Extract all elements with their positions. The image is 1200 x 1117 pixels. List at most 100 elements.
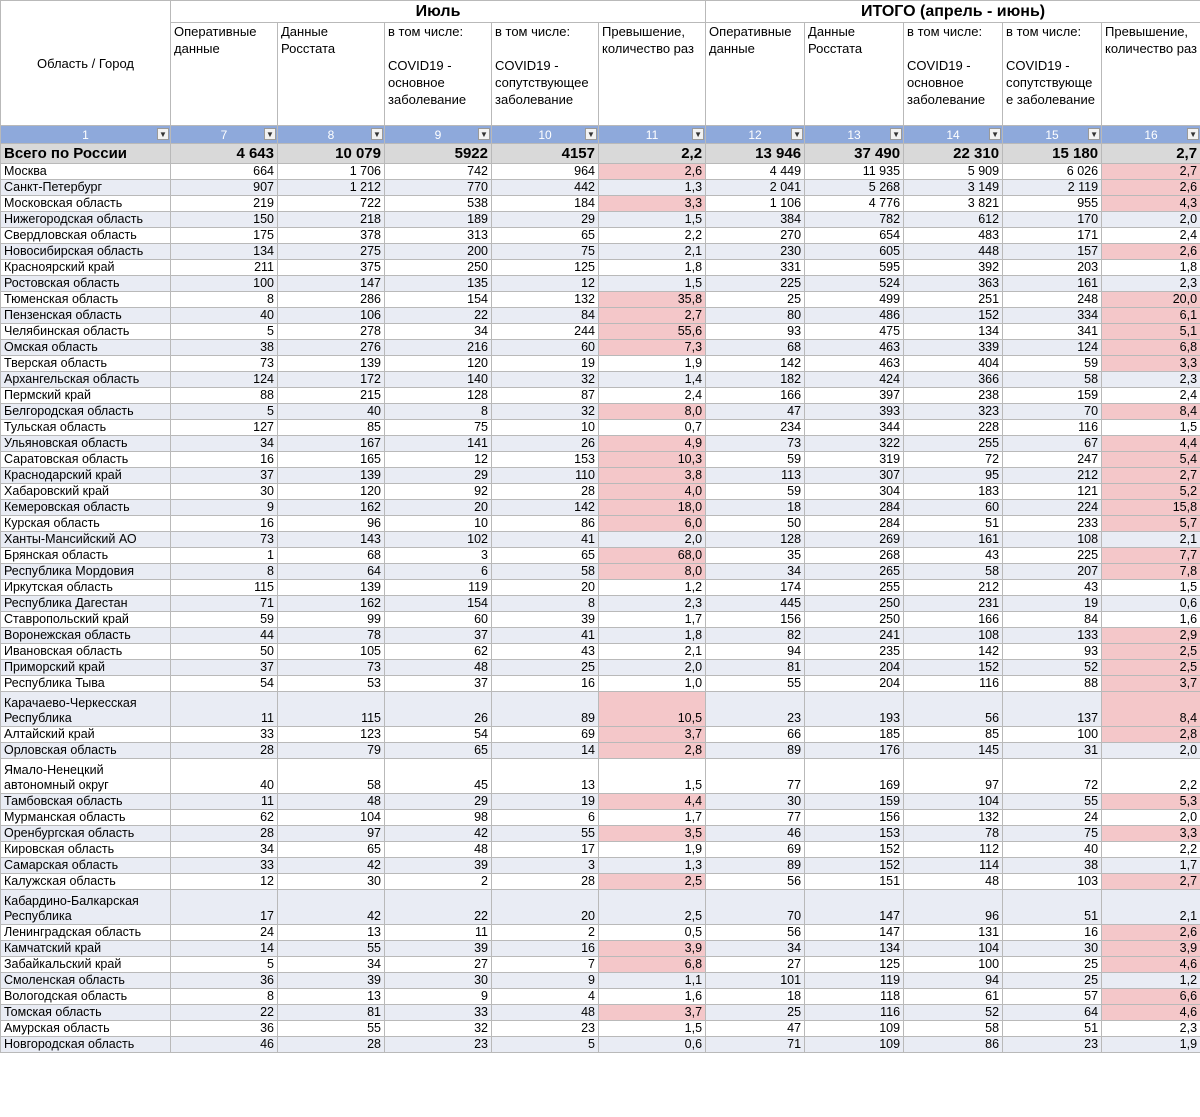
data-cell[interactable]: 84	[491, 307, 599, 324]
data-cell[interactable]: 78	[903, 825, 1004, 842]
data-cell[interactable]: 47	[705, 1020, 806, 1037]
data-cell[interactable]: 234	[705, 419, 806, 436]
data-cell[interactable]: 1,5	[1101, 419, 1200, 436]
data-cell[interactable]: 110	[491, 467, 599, 484]
data-cell[interactable]: 42	[277, 889, 385, 925]
data-cell[interactable]: 313	[384, 227, 492, 244]
total-cell-8[interactable]: 22 310	[903, 143, 1004, 164]
data-cell[interactable]: 36	[170, 1020, 278, 1037]
data-cell[interactable]: 424	[804, 371, 905, 388]
data-cell[interactable]: 25	[1002, 956, 1103, 973]
region-name-cell[interactable]: Воронежская область	[0, 627, 171, 644]
total-cell-7[interactable]: 37 490	[804, 143, 905, 164]
data-cell[interactable]: 5	[170, 403, 278, 420]
region-name-cell[interactable]: Свердловская область	[0, 227, 171, 244]
data-cell[interactable]: 80	[705, 307, 806, 324]
filter-dropdown-icon[interactable]: ▼	[478, 128, 490, 140]
data-cell[interactable]: 363	[903, 275, 1004, 292]
data-cell[interactable]: 153	[804, 825, 905, 842]
data-cell[interactable]: 18,0	[597, 499, 707, 516]
data-cell[interactable]: 2	[491, 924, 599, 941]
data-cell[interactable]: 176	[804, 742, 905, 759]
data-cell[interactable]: 22	[170, 1004, 278, 1021]
column-header-9[interactable]: в том числе: COVID19 - сопутствующе е за…	[1002, 22, 1103, 126]
data-cell[interactable]: 152	[903, 307, 1004, 324]
data-cell[interactable]: 286	[277, 291, 385, 308]
data-cell[interactable]: 3,3	[1101, 355, 1200, 372]
data-cell[interactable]: 14	[491, 742, 599, 759]
data-cell[interactable]: 71	[705, 1036, 806, 1053]
data-cell[interactable]: 499	[804, 291, 905, 308]
filter-dropdown-icon[interactable]: ▼	[264, 128, 276, 140]
data-cell[interactable]: 2,8	[1101, 726, 1200, 743]
data-cell[interactable]: 98	[384, 809, 492, 826]
data-cell[interactable]: 16	[491, 940, 599, 957]
data-cell[interactable]: 366	[903, 371, 1004, 388]
data-cell[interactable]: 1,7	[597, 611, 707, 628]
data-cell[interactable]: 11 935	[804, 163, 905, 180]
data-cell[interactable]: 463	[804, 355, 905, 372]
data-cell[interactable]: 14	[170, 940, 278, 957]
data-cell[interactable]: 276	[277, 339, 385, 356]
data-cell[interactable]: 48	[491, 1004, 599, 1021]
data-cell[interactable]: 6,8	[597, 956, 707, 973]
data-cell[interactable]: 125	[491, 259, 599, 276]
data-cell[interactable]: 1,5	[1101, 579, 1200, 596]
data-cell[interactable]: 605	[804, 243, 905, 260]
data-cell[interactable]: 1,8	[597, 259, 707, 276]
data-cell[interactable]: 116	[1002, 419, 1103, 436]
data-cell[interactable]: 255	[903, 435, 1004, 452]
data-cell[interactable]: 88	[1002, 675, 1103, 692]
data-cell[interactable]: 65	[491, 547, 599, 564]
data-cell[interactable]: 161	[1002, 275, 1103, 292]
data-cell[interactable]: 8	[384, 403, 492, 420]
region-name-cell[interactable]: Хабаровский край	[0, 483, 171, 500]
data-cell[interactable]: 2,6	[597, 163, 707, 180]
total-label[interactable]: Всего по России	[0, 143, 171, 164]
data-cell[interactable]: 17	[170, 889, 278, 925]
data-cell[interactable]: 486	[804, 307, 905, 324]
data-cell[interactable]: 16	[491, 675, 599, 692]
data-cell[interactable]: 6	[491, 809, 599, 826]
data-cell[interactable]: 33	[170, 726, 278, 743]
data-cell[interactable]: 770	[384, 179, 492, 196]
data-cell[interactable]: 0,7	[597, 419, 707, 436]
data-cell[interactable]: 89	[705, 742, 806, 759]
data-cell[interactable]: 16	[170, 515, 278, 532]
data-cell[interactable]: 5 268	[804, 179, 905, 196]
region-name-cell[interactable]: Челябинская область	[0, 323, 171, 340]
data-cell[interactable]: 123	[277, 726, 385, 743]
data-cell[interactable]: 66	[705, 726, 806, 743]
data-cell[interactable]: 378	[277, 227, 385, 244]
data-cell[interactable]: 5,2	[1101, 483, 1200, 500]
data-cell[interactable]: 39	[384, 940, 492, 957]
data-cell[interactable]: 3,7	[597, 726, 707, 743]
data-cell[interactable]: 162	[277, 499, 385, 516]
data-cell[interactable]: 13	[277, 924, 385, 941]
data-cell[interactable]: 269	[804, 531, 905, 548]
data-cell[interactable]: 654	[804, 227, 905, 244]
data-cell[interactable]: 62	[384, 643, 492, 660]
data-cell[interactable]: 73	[705, 435, 806, 452]
data-cell[interactable]: 11	[384, 924, 492, 941]
data-cell[interactable]: 128	[384, 387, 492, 404]
data-cell[interactable]: 3,3	[597, 195, 707, 212]
data-cell[interactable]: 57	[1002, 988, 1103, 1005]
data-cell[interactable]: 1,2	[1101, 972, 1200, 989]
data-cell[interactable]: 3	[491, 857, 599, 874]
data-cell[interactable]: 29	[384, 793, 492, 810]
data-cell[interactable]: 161	[903, 531, 1004, 548]
data-cell[interactable]: 185	[804, 726, 905, 743]
data-cell[interactable]: 159	[804, 793, 905, 810]
data-cell[interactable]: 37	[170, 467, 278, 484]
data-cell[interactable]: 86	[903, 1036, 1004, 1053]
data-cell[interactable]: 55	[277, 1020, 385, 1037]
data-cell[interactable]: 85	[277, 419, 385, 436]
data-cell[interactable]: 51	[903, 515, 1004, 532]
data-cell[interactable]: 137	[1002, 691, 1103, 727]
data-cell[interactable]: 58	[491, 563, 599, 580]
data-cell[interactable]: 81	[277, 1004, 385, 1021]
filter-dropdown-icon[interactable]: ▼	[692, 128, 705, 140]
data-cell[interactable]: 0,6	[597, 1036, 707, 1053]
region-name-cell[interactable]: Тюменская область	[0, 291, 171, 308]
